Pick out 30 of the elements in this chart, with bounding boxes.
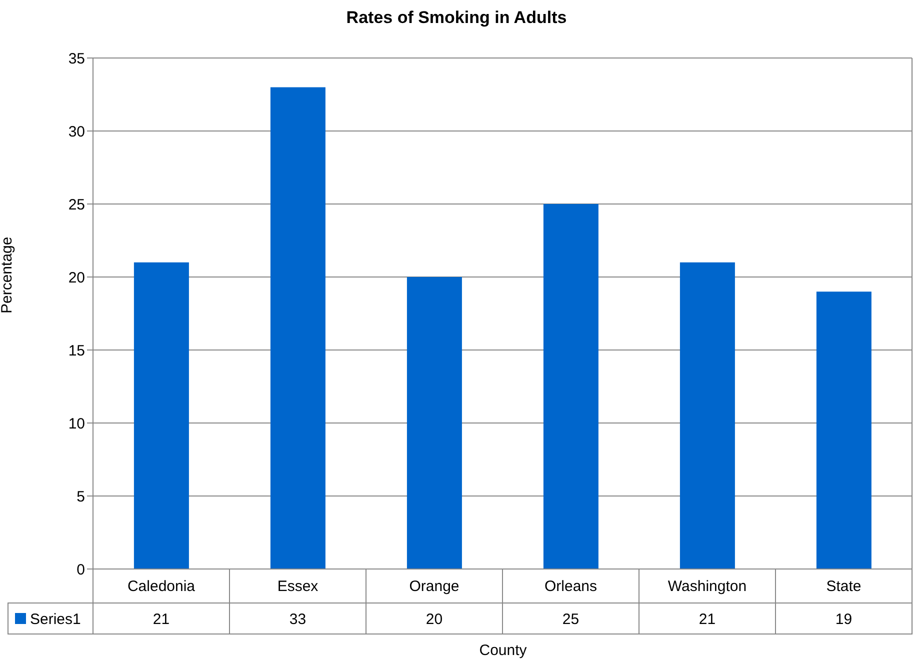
data-label: 19 <box>835 611 852 628</box>
y-tick-label: 30 <box>68 123 85 140</box>
x-axis-title: County <box>478 642 528 659</box>
data-label: 21 <box>152 611 170 628</box>
y-tick-label: 0 <box>76 561 85 578</box>
x-tick-label: Orange <box>409 578 460 595</box>
legend-label: Series1 <box>30 611 81 628</box>
chart-title: Rates of Smoking in Adults <box>345 8 568 28</box>
x-tick-label: Orleans <box>544 578 598 595</box>
y-tick-label: 10 <box>68 415 85 432</box>
data-label: 21 <box>698 611 716 628</box>
y-tick-label: 20 <box>68 269 85 286</box>
bar <box>134 262 189 569</box>
data-label: 33 <box>289 611 306 628</box>
data-label: 20 <box>426 611 443 628</box>
bar <box>816 292 872 569</box>
bar <box>270 87 326 569</box>
data-label: 25 <box>562 611 580 628</box>
bar <box>543 204 598 569</box>
x-tick-label: Washington <box>668 578 747 595</box>
y-axis-title: Percentage <box>0 236 16 314</box>
x-tick-label: Caledonia <box>127 578 196 595</box>
y-tick-label: 5 <box>76 488 85 506</box>
x-tick-label: Essex <box>277 578 319 595</box>
y-tick-label: 15 <box>68 342 85 360</box>
bar <box>680 262 735 569</box>
y-tick-label: 25 <box>68 196 85 214</box>
x-tick-label: State <box>826 578 862 595</box>
bar <box>406 277 462 569</box>
y-tick-label: 35 <box>68 50 85 68</box>
